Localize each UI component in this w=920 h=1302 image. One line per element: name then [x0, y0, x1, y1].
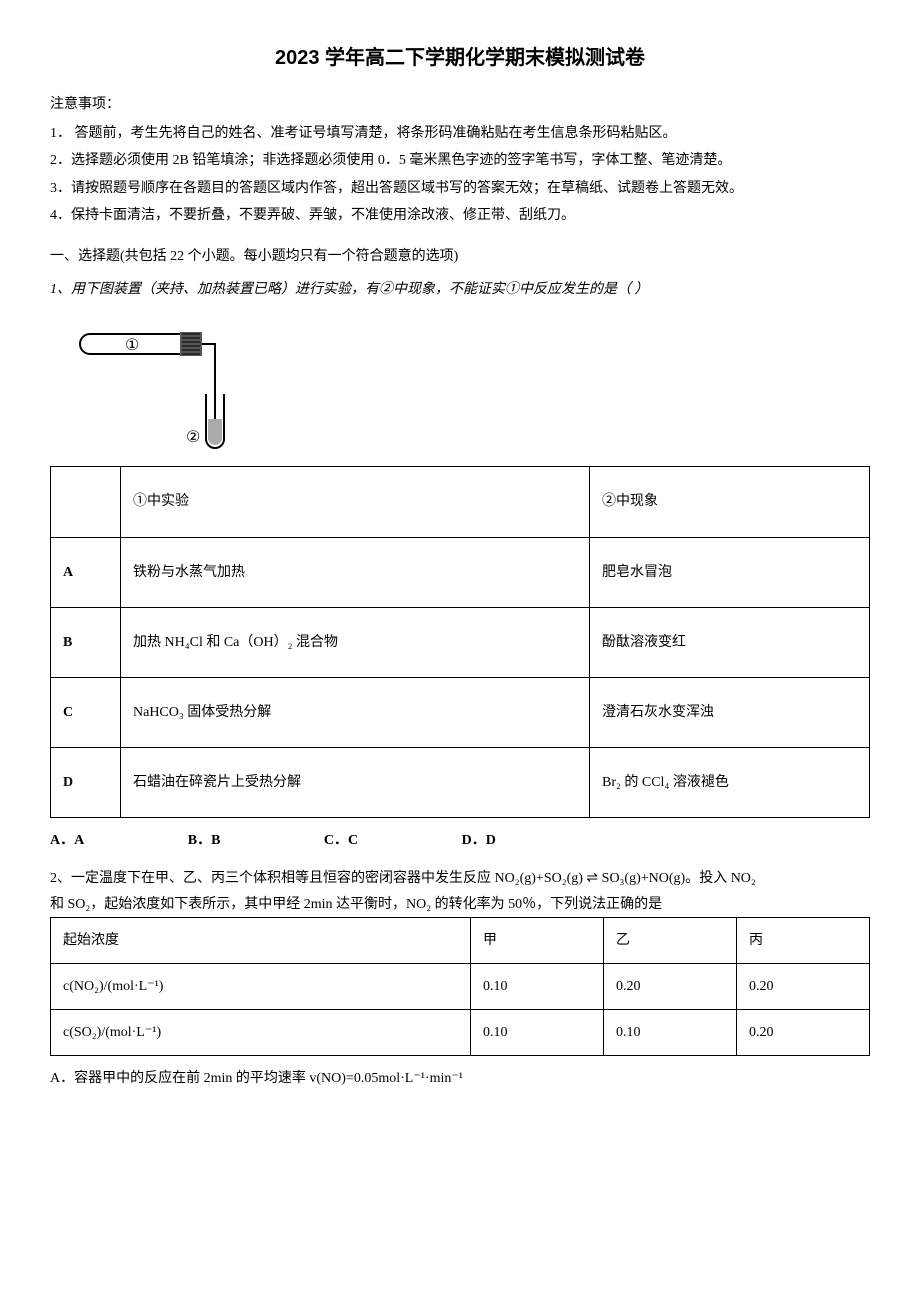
question-2-prompt-line1: 2、一定温度下在甲、乙、丙三个体积相等且恒容的密闭容器中发生反应 NO₂(g)+…	[50, 865, 870, 891]
q2-prompt-part2: SO₃(g)+NO(g)。投入 NO₂	[598, 871, 756, 886]
notice-heading: 注意事项：	[50, 92, 870, 117]
table-row: B 加热 NH₄Cl 和 Ca（OH）₂ 混合物 酚酞溶液变红	[51, 607, 870, 677]
q2-cell: 0.10	[604, 1010, 737, 1056]
q2-row-label: c(NO₂)/(mol·L⁻¹)	[51, 964, 471, 1010]
table-row: ①中实验 ②中现象	[51, 467, 870, 537]
table-row: c(NO₂)/(mol·L⁻¹) 0.10 0.20 0.20	[51, 964, 870, 1010]
row-label: A	[51, 537, 121, 607]
option-b: B．B	[188, 828, 221, 853]
row-label: D	[51, 748, 121, 818]
q2-table: 起始浓度 甲 乙 丙 c(NO₂)/(mol·L⁻¹) 0.10 0.20 0.…	[50, 917, 870, 1057]
question-2: 2、一定温度下在甲、乙、丙三个体积相等且恒容的密闭容器中发生反应 NO₂(g)+…	[50, 865, 870, 1091]
q2-cell: 0.10	[471, 964, 604, 1010]
row-experiment: 铁粉与水蒸气加热	[121, 537, 590, 607]
question-1: 1、用下图装置（夹持、加热装置已略）进行实验，有②中现象，不能证实①中反应发生的…	[50, 277, 870, 853]
q2-prompt-part1: 2、一定温度下在甲、乙、丙三个体积相等且恒容的密闭容器中发生反应 NO₂(g)+…	[50, 871, 586, 886]
table-row: 起始浓度 甲 乙 丙	[51, 917, 870, 963]
q2-option-a: A．容器甲中的反应在前 2min 的平均速率 v(NO)=0.05mol·L⁻¹…	[50, 1066, 870, 1091]
table-row: D 石蜡油在碎瓷片上受热分解 Br₂ 的 CCl₄ 溶液褪色	[51, 748, 870, 818]
option-d: D．D	[462, 828, 496, 853]
question-1-prompt: 1、用下图装置（夹持、加热装置已略）进行实验，有②中现象，不能证实①中反应发生的…	[50, 277, 870, 302]
option-c: C．C	[324, 828, 358, 853]
q2-row-label: c(SO₂)/(mol·L⁻¹)	[51, 1010, 471, 1056]
notice-item: 2．选择题必须使用 2B 铅笔填涂；非选择题必须使用 0．5 毫米黑色字迹的签字…	[50, 148, 870, 173]
q2-header-bing: 丙	[737, 917, 870, 963]
q1-options: A．A B．B C．C D．D	[50, 828, 870, 853]
q2-cell: 0.20	[604, 964, 737, 1010]
row-experiment: 石蜡油在碎瓷片上受热分解	[121, 748, 590, 818]
notice-item: 4．保持卡面清洁，不要折叠，不要弄破、弄皱，不准使用涂改液、修正带、刮纸刀。	[50, 203, 870, 228]
row-label: C	[51, 677, 121, 747]
svg-text:②: ②	[186, 429, 200, 446]
question-2-prompt-line2: 和 SO₂，起始浓度如下表所示，其中甲经 2min 达平衡时，NO₂ 的转化率为…	[50, 892, 870, 917]
q1-table: ①中实验 ②中现象 A 铁粉与水蒸气加热 肥皂水冒泡 B 加热 NH₄Cl 和 …	[50, 466, 870, 818]
option-a: A．A	[50, 828, 84, 853]
q2-cell: 0.20	[737, 964, 870, 1010]
notice-item: 1． 答题前，考生先将自己的姓名、准考证号填写清楚，将条形码准确粘贴在考生信息条…	[50, 121, 870, 146]
q2-header-jia: 甲	[471, 917, 604, 963]
row-phenomenon: 酚酞溶液变红	[590, 607, 870, 677]
table-row: A 铁粉与水蒸气加热 肥皂水冒泡	[51, 537, 870, 607]
row-phenomenon: 肥皂水冒泡	[590, 537, 870, 607]
q2-cell: 0.20	[737, 1010, 870, 1056]
row-phenomenon: Br₂ 的 CCl₄ 溶液褪色	[590, 748, 870, 818]
row-experiment: 加热 NH₄Cl 和 Ca（OH）₂ 混合物	[121, 607, 590, 677]
section-heading: 一、选择题(共包括 22 个小题。每小题均只有一个符合题意的选项)	[50, 244, 870, 269]
notice-item: 3．请按照题号顺序在各题目的答题区域内作答，超出答题区域书写的答案无效；在草稿纸…	[50, 176, 870, 201]
apparatus-diagram: ① ②	[70, 314, 870, 454]
equilibrium-arrow-icon: ⇌	[586, 869, 598, 885]
q1-header-exp: ①中实验	[121, 467, 590, 537]
row-label: B	[51, 607, 121, 677]
q2-header-yi: 乙	[604, 917, 737, 963]
q2-cell: 0.10	[471, 1010, 604, 1056]
page-title: 2023 学年高二下学期化学期末模拟测试卷	[50, 40, 870, 76]
notice-section: 注意事项： 1． 答题前，考生先将自己的姓名、准考证号填写清楚，将条形码准确粘贴…	[50, 92, 870, 228]
q1-header-phen: ②中现象	[590, 467, 870, 537]
table-row: C NaHCO₃ 固体受热分解 澄清石灰水变浑浊	[51, 677, 870, 747]
table-row: c(SO₂)/(mol·L⁻¹) 0.10 0.10 0.20	[51, 1010, 870, 1056]
q1-header-blank	[51, 467, 121, 537]
row-experiment: NaHCO₃ 固体受热分解	[121, 677, 590, 747]
q2-header-conc: 起始浓度	[51, 917, 471, 963]
row-phenomenon: 澄清石灰水变浑浊	[590, 677, 870, 747]
svg-text:①: ①	[125, 337, 139, 354]
